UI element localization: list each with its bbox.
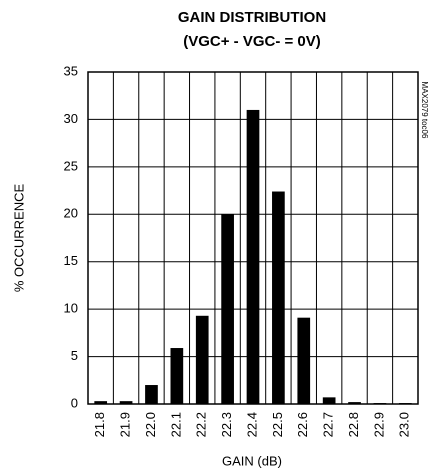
y-tick-label: 30 bbox=[64, 111, 78, 126]
x-tick-label: 21.9 bbox=[118, 412, 133, 437]
y-tick-label: 20 bbox=[64, 206, 78, 221]
annotation: MAX2079 toc06 bbox=[420, 82, 428, 139]
bar bbox=[272, 191, 285, 404]
x-tick-label: 22.2 bbox=[194, 412, 209, 437]
y-tick-label: 15 bbox=[64, 253, 78, 268]
x-tick-label: 22.4 bbox=[244, 412, 259, 437]
x-tick-label: 22.1 bbox=[168, 412, 183, 437]
chart-title: GAIN DISTRIBUTION bbox=[178, 9, 326, 26]
y-tick-label: 25 bbox=[64, 158, 78, 173]
y-tick-label: 0 bbox=[71, 395, 78, 410]
y-axis-label: % OCCURRENCE bbox=[11, 184, 26, 293]
bar bbox=[221, 214, 234, 404]
y-tick-label: 10 bbox=[64, 301, 78, 316]
x-tick-label: 22.7 bbox=[321, 412, 336, 437]
chart-subtitle: (VGC+ - VGC- = 0V) bbox=[183, 33, 321, 50]
x-axis-label: GAIN (dB) bbox=[222, 453, 282, 468]
y-tick-label: 35 bbox=[64, 63, 78, 78]
bar bbox=[348, 402, 361, 404]
x-tick-label: 21.8 bbox=[92, 412, 107, 437]
x-tick-label: 22.9 bbox=[371, 412, 386, 437]
bar bbox=[195, 315, 209, 404]
bar bbox=[94, 401, 108, 404]
bar bbox=[246, 109, 260, 404]
bar bbox=[398, 403, 412, 404]
x-tick-label: 22.6 bbox=[295, 412, 310, 437]
x-tick-label: 22.5 bbox=[270, 412, 285, 437]
y-tick-label: 5 bbox=[71, 348, 78, 363]
bar bbox=[373, 403, 387, 404]
bar bbox=[297, 317, 311, 404]
bar bbox=[170, 348, 184, 404]
bar bbox=[119, 401, 133, 404]
x-tick-label: 22.3 bbox=[219, 412, 234, 437]
x-tick-label: 22.0 bbox=[143, 412, 158, 437]
x-tick-label: 22.8 bbox=[346, 412, 361, 437]
bar bbox=[145, 385, 158, 404]
bar bbox=[322, 397, 336, 404]
x-tick-label: 23.0 bbox=[397, 412, 412, 437]
